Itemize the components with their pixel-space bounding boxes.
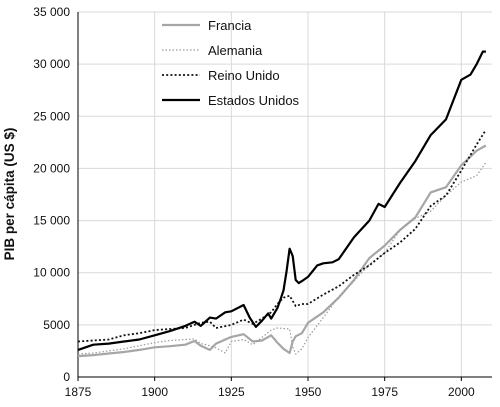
- x-tick-label: 1900: [141, 385, 168, 399]
- x-tick-label: 1950: [295, 385, 322, 399]
- y-tick-label: 25 000: [33, 109, 70, 123]
- x-tick-label: 1875: [65, 385, 92, 399]
- y-tick-label: 5000: [43, 318, 70, 332]
- legend-label: Reino Unido: [208, 68, 280, 83]
- legend-label: Estados Unidos: [208, 93, 300, 108]
- y-tick-label: 35 000: [33, 5, 70, 19]
- y-tick-label: 15 000: [33, 214, 70, 228]
- y-tick-label: 30 000: [33, 57, 70, 71]
- x-tick-label: 1925: [218, 385, 245, 399]
- grid: [78, 11, 492, 377]
- x-tick-label: 2000: [448, 385, 475, 399]
- series-layer: [77, 50, 487, 358]
- series-line-alemania: [77, 161, 487, 355]
- series-line-francia: [77, 144, 487, 358]
- y-tick-label: 20 000: [33, 161, 70, 175]
- tick-labels: 0 5000 10 000 15 000 20 000 25 000 30 000 35 00…: [33, 5, 475, 399]
- legend-label: Alemania: [208, 43, 263, 58]
- series-line-reino-unido: [77, 129, 487, 343]
- axes: [77, 12, 492, 381]
- legend: Francia Alemania Reino Unido Estados Unidos: [162, 18, 300, 108]
- y-tick-label: 0: [63, 370, 70, 384]
- legend-label: Francia: [208, 18, 252, 33]
- y-axis-title: PIB per cápita (US $): [2, 128, 17, 261]
- series-line-estados-unidos: [77, 50, 486, 351]
- x-tick-label: 1975: [371, 385, 398, 399]
- y-tick-label: 10 000: [33, 266, 70, 280]
